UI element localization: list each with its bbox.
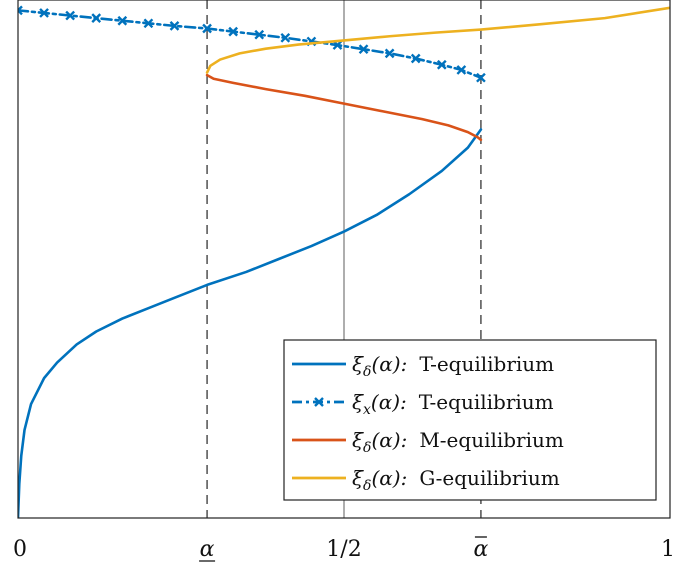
- series-line-1: [18, 9, 483, 79]
- x-tick-label-3: α: [473, 537, 488, 562]
- plot-frame: [17, 0, 671, 519]
- plot-area: [18, 5, 670, 518]
- series-1-point-6: [169, 21, 180, 31]
- series-line-0: [18, 128, 483, 518]
- series-1-point-2: [65, 10, 76, 21]
- legend-label-2: ξδ(α): M-equilibrium: [352, 428, 564, 456]
- series-line-3: [205, 6, 670, 74]
- legend-label-3: ξδ(α): G-equilibrium: [352, 466, 560, 494]
- series-1-point-3: [91, 13, 102, 23]
- series-1-point-9: [254, 29, 265, 40]
- legend-label-1: ξx(α): T-equilibrium: [352, 390, 554, 418]
- legend-marker-1: [314, 397, 324, 407]
- x-tick-label-2: 1/2: [326, 537, 361, 562]
- x-tick-label-1: α: [200, 537, 215, 562]
- series-1-point-1: [39, 8, 49, 18]
- series-1: [18, 5, 486, 83]
- series-1-point-0: [18, 5, 23, 16]
- series-3: [205, 6, 670, 74]
- x-tick-label-4: 1: [661, 537, 675, 562]
- series-1-point-13: [358, 44, 369, 55]
- x-axis-ticks: 0 α 1/2 α 1: [13, 536, 675, 562]
- series-1-point-5: [143, 18, 154, 29]
- series-1-point-8: [228, 26, 239, 37]
- legend-label-0: ξδ(α): T-equilibrium: [352, 352, 554, 380]
- series-1-point-14: [384, 48, 395, 59]
- series-line-2: [205, 73, 483, 142]
- series-2: [205, 73, 483, 142]
- series-1-point-15: [410, 53, 421, 64]
- x-tick-label-0: 0: [13, 537, 27, 562]
- series-1-point-7: [202, 23, 212, 34]
- legend-box: [283, 339, 657, 501]
- series-1-point-16: [436, 59, 447, 70]
- legend: ξδ(α): T-equilibrium ξx(α): T-equilibrium ξδ…: [283, 339, 657, 501]
- series-1-point-4: [117, 15, 128, 26]
- series-1-point-17: [456, 65, 467, 75]
- series-0: [18, 128, 483, 518]
- series-1-point-18: [476, 72, 486, 83]
- series-1-point-10: [280, 32, 291, 43]
